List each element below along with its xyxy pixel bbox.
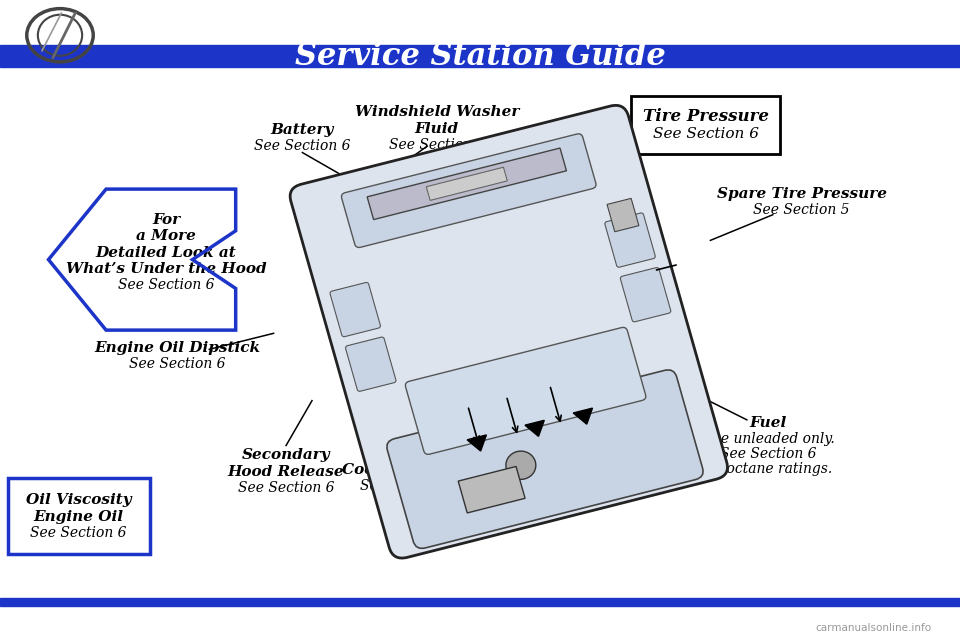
Text: Engine Oil: Engine Oil: [34, 510, 124, 524]
Text: See Section 5: See Section 5: [754, 203, 850, 217]
Polygon shape: [468, 435, 487, 451]
Text: Use unleaded only.: Use unleaded only.: [702, 432, 834, 445]
Text: Fuel: Fuel: [750, 416, 786, 430]
Text: Service Station Guide: Service Station Guide: [295, 41, 665, 72]
Text: What’s Under the Hood: What’s Under the Hood: [66, 262, 266, 276]
Text: Oil Viscosity: Oil Viscosity: [26, 494, 132, 507]
FancyBboxPatch shape: [342, 134, 596, 247]
Text: Spare Tire Pressure: Spare Tire Pressure: [716, 187, 887, 201]
Text: See Section 5: See Section 5: [360, 479, 456, 493]
Text: Engine Oil Dipstick: Engine Oil Dipstick: [94, 341, 261, 355]
Text: For: For: [152, 213, 180, 227]
Text: See Section 6: See Section 6: [653, 127, 758, 141]
Text: See Section 6: See Section 6: [389, 138, 485, 152]
FancyBboxPatch shape: [620, 267, 671, 322]
Bar: [367, 148, 566, 220]
Text: Secondary: Secondary: [242, 449, 330, 462]
Text: See Section 6: See Section 6: [501, 472, 597, 487]
Text: Tire Pressure: Tire Pressure: [642, 108, 769, 125]
FancyBboxPatch shape: [346, 337, 396, 392]
Text: Hood Release: Hood Release: [491, 456, 608, 470]
Bar: [426, 167, 507, 201]
FancyBboxPatch shape: [405, 328, 646, 454]
Text: Cooling System: Cooling System: [342, 463, 474, 477]
Text: See Section 6: See Section 6: [118, 278, 214, 292]
Bar: [458, 467, 525, 513]
Text: See Section 6: See Section 6: [720, 447, 816, 461]
Text: a More: a More: [136, 229, 196, 243]
Text: Detailed Look at: Detailed Look at: [96, 246, 236, 260]
FancyBboxPatch shape: [605, 213, 656, 267]
Text: See Section 6: See Section 6: [130, 357, 226, 371]
Text: See Section 6: See Section 6: [31, 526, 127, 540]
Polygon shape: [525, 420, 544, 437]
Text: Fluid: Fluid: [415, 122, 459, 136]
Text: for octane ratings.: for octane ratings.: [703, 462, 833, 476]
Text: Windshield Washer: Windshield Washer: [354, 106, 519, 119]
Bar: [607, 198, 639, 232]
Text: See Section 6: See Section 6: [254, 139, 350, 153]
Text: See Section 6: See Section 6: [238, 481, 334, 495]
Polygon shape: [573, 408, 592, 424]
FancyBboxPatch shape: [330, 283, 380, 337]
Text: Battery: Battery: [271, 123, 334, 137]
Text: Hood Release: Hood Release: [228, 465, 345, 479]
FancyBboxPatch shape: [290, 105, 728, 558]
Bar: [0, 45, 960, 67]
Circle shape: [506, 451, 536, 479]
FancyBboxPatch shape: [387, 370, 703, 549]
Text: carmanualsonline.info: carmanualsonline.info: [815, 623, 931, 633]
Bar: [0, 598, 960, 606]
